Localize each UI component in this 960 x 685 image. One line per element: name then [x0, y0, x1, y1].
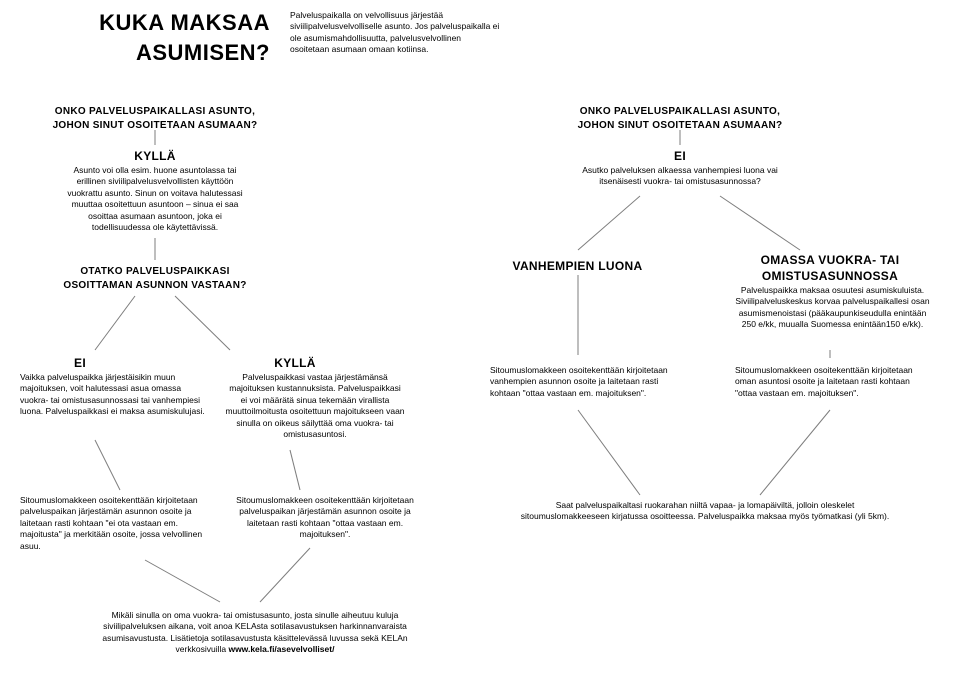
- row3-oma-body: Sitoumuslomakkeen osoitekenttään kirjoit…: [735, 365, 930, 399]
- title-line2: ASUMISEN?: [90, 38, 270, 68]
- ei-heading: EI: [655, 148, 705, 164]
- row3-kylla-body: Palveluspaikkasi vastaa järjestämänsä ma…: [225, 372, 405, 441]
- ei-body: Asutko palveluksen alkaessa vanhempiesi …: [575, 165, 785, 188]
- row3-ei-heading: EI: [60, 355, 100, 371]
- question-right: ONKO PALVELUSPAIKALLASI ASUNTO, JOHON SI…: [565, 105, 795, 132]
- row4-kylla-body: Sitoumuslomakkeen osoitekenttään kirjoit…: [235, 495, 415, 541]
- omassa-heading: OMASSA VUOKRA- TAI OMISTUSASUNNOSSA: [740, 252, 920, 284]
- footer-link[interactable]: www.kela.fi/asevelvolliset/: [228, 644, 334, 654]
- question-left: ONKO PALVELUSPAIKALLASI ASUNTO, JOHON SI…: [40, 105, 270, 132]
- omassa-line2: OMISTUSASUNNOSSA: [740, 268, 920, 284]
- page-title: KUKA MAKSAA ASUMISEN?: [90, 8, 270, 67]
- omassa-body: Palveluspaikka maksaa osuutesi asumiskul…: [735, 285, 930, 331]
- row4-right-body: Saat palveluspaikaltasi ruokarahan niilt…: [520, 500, 890, 523]
- question2: OTATKO PALVELUSPAIKKASI OSOITTAMAN ASUNN…: [50, 265, 260, 292]
- row4-ei-body: Sitoumuslomakkeen osoitekenttään kirjoit…: [20, 495, 215, 552]
- intro-body: Palveluspaikalla on velvollisuus järjest…: [290, 10, 499, 54]
- row3-ei-body: Vaikka palveluspaikka järjestäisikin muu…: [20, 372, 210, 418]
- title-line1: KUKA MAKSAA: [90, 8, 270, 38]
- row3-vanh-body: Sitoumuslomakkeen osoitekenttään kirjoit…: [490, 365, 670, 399]
- row3-kylla-heading: KYLLÄ: [265, 355, 325, 371]
- vanhempien-heading: VANHEMPIEN LUONA: [510, 258, 645, 274]
- kylla-heading: KYLLÄ: [115, 148, 195, 164]
- omassa-line1: OMASSA VUOKRA- TAI: [740, 252, 920, 268]
- kylla-body: Asunto voi olla esim. huone asuntolassa …: [60, 165, 250, 234]
- intro-text: Palveluspaikalla on velvollisuus järjest…: [290, 10, 500, 56]
- footer-note: Mikäli sinulla on oma vuokra- tai omistu…: [95, 610, 415, 656]
- connector-lines: [0, 0, 960, 685]
